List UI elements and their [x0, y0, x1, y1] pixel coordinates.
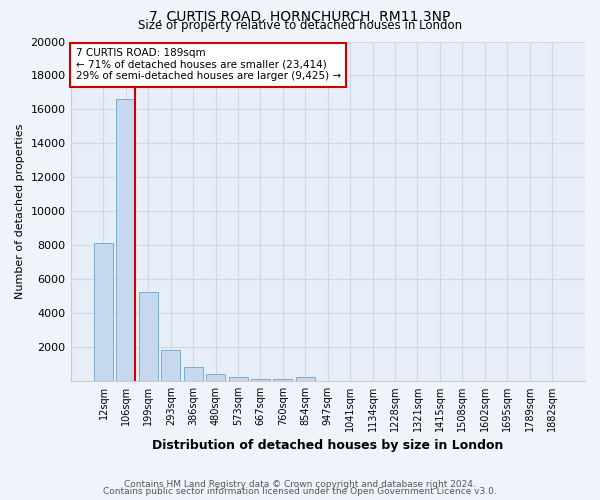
Bar [296, 378, 315, 381]
Bar [206, 374, 225, 381]
Bar [184, 367, 203, 381]
Text: 7 CURTIS ROAD: 189sqm
← 71% of detached houses are smaller (23,414)
29% of semi-: 7 CURTIS ROAD: 189sqm ← 71% of detached … [76, 48, 341, 82]
Bar [116, 99, 136, 381]
Y-axis label: Number of detached properties: Number of detached properties [15, 124, 25, 299]
Bar [251, 378, 270, 381]
Bar [229, 378, 248, 381]
Text: Contains HM Land Registry data © Crown copyright and database right 2024.: Contains HM Land Registry data © Crown c… [124, 480, 476, 489]
Bar [274, 379, 292, 381]
Text: Size of property relative to detached houses in London: Size of property relative to detached ho… [138, 18, 462, 32]
X-axis label: Distribution of detached houses by size in London: Distribution of detached houses by size … [152, 440, 503, 452]
Bar [161, 350, 180, 381]
Text: Contains public sector information licensed under the Open Government Licence v3: Contains public sector information licen… [103, 487, 497, 496]
Bar [94, 244, 113, 381]
Text: 7, CURTIS ROAD, HORNCHURCH, RM11 3NP: 7, CURTIS ROAD, HORNCHURCH, RM11 3NP [149, 10, 451, 24]
Bar [139, 292, 158, 381]
